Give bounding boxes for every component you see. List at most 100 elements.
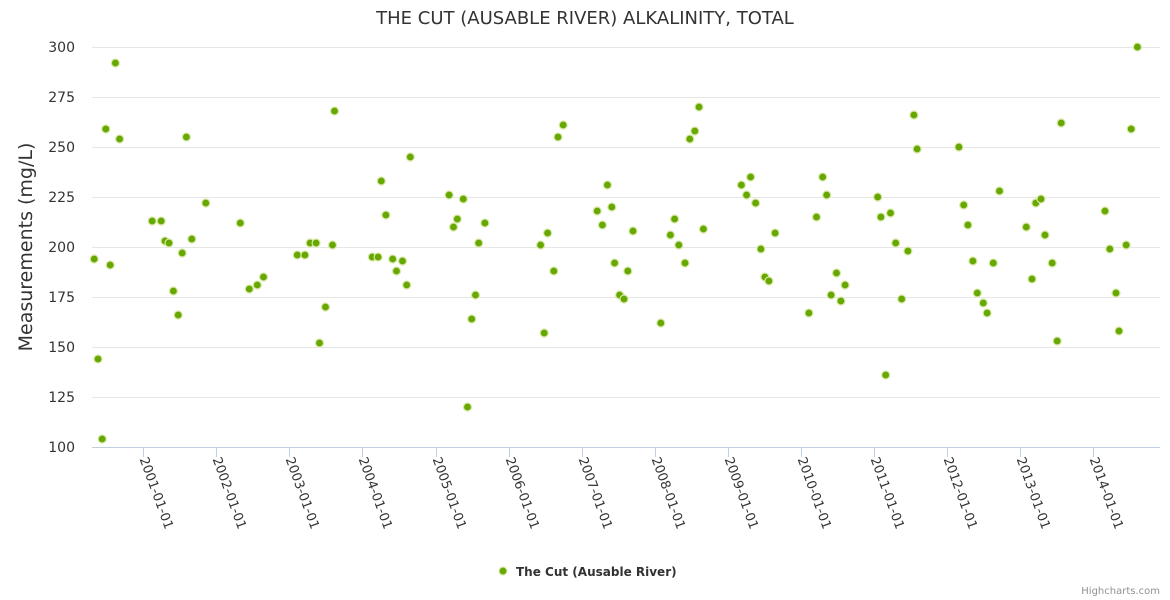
data-point[interactable] xyxy=(972,288,982,298)
data-point[interactable] xyxy=(1105,244,1115,254)
data-point[interactable] xyxy=(770,228,780,238)
data-point[interactable] xyxy=(549,266,559,276)
data-point[interactable] xyxy=(1021,222,1031,232)
data-point[interactable] xyxy=(252,280,262,290)
data-point[interactable] xyxy=(963,220,973,230)
data-point[interactable] xyxy=(381,210,391,220)
data-point[interactable] xyxy=(628,226,638,236)
data-point[interactable] xyxy=(405,152,415,162)
data-point[interactable] xyxy=(1100,206,1110,216)
data-point[interactable] xyxy=(811,212,822,222)
data-point[interactable] xyxy=(669,214,680,224)
data-point[interactable] xyxy=(592,206,602,216)
data-point[interactable] xyxy=(818,172,828,182)
data-point[interactable] xyxy=(978,298,988,308)
data-point[interactable] xyxy=(173,310,183,320)
data-point[interactable] xyxy=(623,266,633,276)
data-point[interactable] xyxy=(1132,42,1143,52)
data-point[interactable] xyxy=(235,218,245,228)
data-point[interactable] xyxy=(885,208,896,218)
data-point[interactable] xyxy=(553,132,563,142)
data-point[interactable] xyxy=(480,218,490,228)
data-point[interactable] xyxy=(891,238,901,248)
data-point[interactable] xyxy=(1121,240,1131,250)
data-point[interactable] xyxy=(168,286,178,296)
data-point[interactable] xyxy=(745,172,756,182)
data-point[interactable] xyxy=(656,318,666,328)
data-point[interactable] xyxy=(698,224,709,234)
data-point[interactable] xyxy=(258,272,269,282)
data-point[interactable] xyxy=(694,102,704,112)
data-point[interactable] xyxy=(680,258,690,268)
data-point[interactable] xyxy=(602,180,613,190)
data-point[interactable] xyxy=(1027,274,1037,284)
data-point[interactable] xyxy=(320,302,331,312)
data-point[interactable] xyxy=(909,110,919,120)
data-point[interactable] xyxy=(156,216,166,226)
data-point[interactable] xyxy=(105,260,115,270)
legend[interactable]: The Cut (Ausable River) xyxy=(498,565,677,579)
data-point[interactable] xyxy=(826,290,836,300)
data-point[interactable] xyxy=(903,246,913,256)
data-point[interactable] xyxy=(397,256,408,266)
data-point[interactable] xyxy=(1111,288,1121,298)
data-point[interactable] xyxy=(452,214,462,224)
data-point[interactable] xyxy=(97,434,107,444)
data-point[interactable] xyxy=(181,132,191,142)
data-point[interactable] xyxy=(462,402,473,412)
credits-link[interactable]: Highcharts.com xyxy=(1081,586,1160,597)
data-point[interactable] xyxy=(994,186,1005,196)
data-point[interactable] xyxy=(402,280,412,290)
data-point[interactable] xyxy=(244,284,254,294)
data-point[interactable] xyxy=(836,296,846,306)
data-point[interactable] xyxy=(376,176,386,186)
data-point[interactable] xyxy=(474,238,484,248)
data-point[interactable] xyxy=(201,198,211,208)
data-point[interactable] xyxy=(968,256,978,266)
data-point[interactable] xyxy=(327,240,338,250)
data-point[interactable] xyxy=(373,252,383,262)
data-point[interactable] xyxy=(1052,336,1062,346)
data-point[interactable] xyxy=(959,200,969,210)
data-point[interactable] xyxy=(954,142,964,152)
data-point[interactable] xyxy=(177,248,187,258)
data-point[interactable] xyxy=(388,254,398,264)
data-point[interactable] xyxy=(840,280,850,290)
data-point[interactable] xyxy=(101,124,111,134)
data-point[interactable] xyxy=(597,220,608,230)
data-point[interactable] xyxy=(1040,230,1050,240)
data-point[interactable] xyxy=(458,194,468,204)
data-point[interactable] xyxy=(444,190,454,200)
data-point[interactable] xyxy=(665,230,676,240)
data-point[interactable] xyxy=(609,258,620,268)
legend-item-label[interactable]: The Cut (Ausable River) xyxy=(516,565,677,579)
data-point[interactable] xyxy=(391,266,402,276)
data-point[interactable] xyxy=(873,192,883,202)
data-point[interactable] xyxy=(750,198,761,208)
data-point[interactable] xyxy=(164,238,174,248)
data-point[interactable] xyxy=(1056,118,1066,128)
data-point[interactable] xyxy=(329,106,340,116)
data-point[interactable] xyxy=(187,234,197,244)
data-point[interactable] xyxy=(619,294,629,304)
data-point[interactable] xyxy=(685,134,695,144)
data-point[interactable] xyxy=(535,240,546,250)
data-point[interactable] xyxy=(1114,326,1124,336)
data-point[interactable] xyxy=(114,134,125,144)
data-point[interactable] xyxy=(881,370,891,380)
data-point[interactable] xyxy=(314,338,325,348)
data-point[interactable] xyxy=(558,120,568,130)
data-point[interactable] xyxy=(804,308,814,318)
data-point[interactable] xyxy=(607,202,617,212)
data-point[interactable] xyxy=(897,294,907,304)
data-point[interactable] xyxy=(1047,258,1057,268)
data-point[interactable] xyxy=(89,254,99,264)
data-point[interactable] xyxy=(876,212,886,222)
data-point[interactable] xyxy=(741,190,752,200)
data-point[interactable] xyxy=(542,228,553,238)
data-point[interactable] xyxy=(147,216,157,226)
data-point[interactable] xyxy=(1036,194,1046,204)
data-point[interactable] xyxy=(822,190,832,200)
data-point[interactable] xyxy=(470,290,481,300)
data-point[interactable] xyxy=(831,268,842,278)
